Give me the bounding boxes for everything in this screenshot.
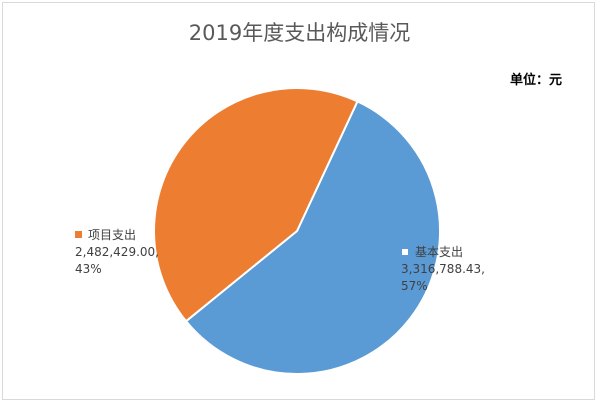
slice-percent-project: 43% xyxy=(75,262,102,276)
pie-chart xyxy=(153,87,441,375)
data-label-project: 项目支出 2,482,429.00, 43% xyxy=(75,227,159,278)
chart-frame: 2019年度支出构成情况 单位：元 项目支出 2,482,429.00, 43%… xyxy=(2,2,595,400)
slice-value-project: 2,482,429.00, xyxy=(75,245,159,259)
pie-slice-project xyxy=(153,87,359,323)
slice-percent-basic: 57% xyxy=(401,279,428,293)
unit-label: 单位：元 xyxy=(509,73,562,88)
pie-slice-basic xyxy=(184,100,441,375)
slice-value-basic: 3,316,788.43, xyxy=(401,262,485,276)
data-label-basic: 基本支出 3,316,788.43, 57% xyxy=(401,244,485,295)
orange-marker-icon xyxy=(75,231,82,238)
slice-name-project: 项目支出 xyxy=(88,228,137,242)
chart-title: 2019年度支出构成情况 xyxy=(188,21,411,45)
blue-marker-icon xyxy=(401,247,409,256)
slice-name-basic: 基本支出 xyxy=(415,245,464,259)
